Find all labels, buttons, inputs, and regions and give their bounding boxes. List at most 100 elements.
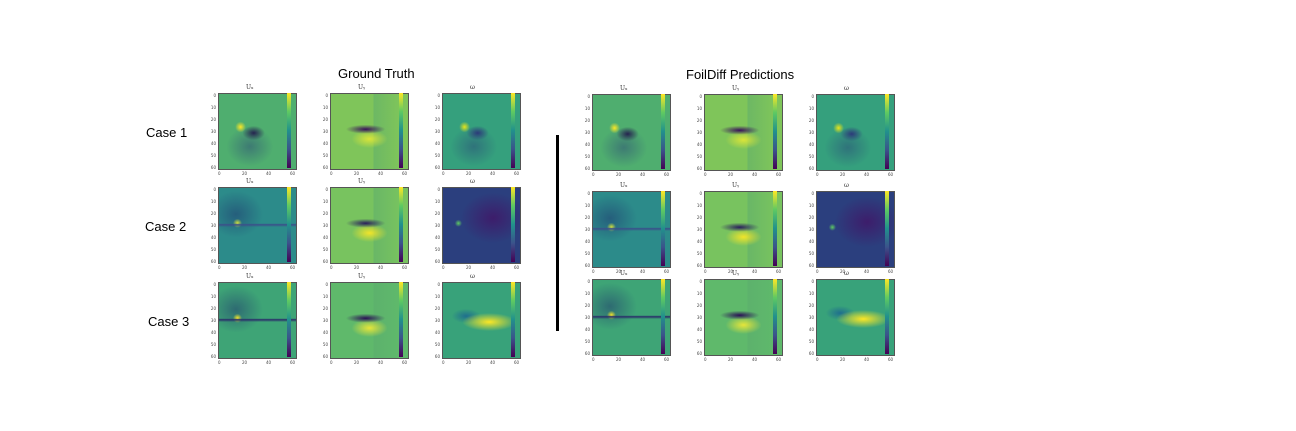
x-tick-label: 20	[354, 171, 360, 176]
y-tick-label: 40	[696, 239, 702, 244]
y-tick-label: 60	[584, 166, 590, 171]
y-tick-label: 30	[808, 315, 814, 320]
x-tick-label: 40	[864, 357, 870, 362]
x-tick-label: 20	[354, 265, 360, 270]
y-tick-label: 30	[696, 130, 702, 135]
y-tick-label: 0	[699, 279, 702, 284]
y-tick-label: 60	[322, 354, 328, 359]
y-tick-label: 20	[808, 215, 814, 220]
flow-field-image	[330, 282, 409, 359]
x-tick-label: 0	[704, 357, 707, 362]
y-tick-label: 40	[434, 141, 440, 146]
y-tick-label: 0	[437, 93, 440, 98]
x-tick-label: 20	[840, 269, 846, 274]
y-tick-label: 0	[325, 93, 328, 98]
x-tick-label: 60	[776, 357, 782, 362]
y-tick-label: 10	[584, 203, 590, 208]
field-panel: Uₓ 0 10 20 30 40 50 60 0 20 40 60	[206, 273, 316, 372]
case-1-label: Case 1	[146, 125, 188, 140]
colorbar	[399, 187, 403, 262]
y-tick-label: 10	[322, 199, 328, 204]
field-panel: Uᵧ 0 10 20 30 40 50 60 0 20 40 60	[318, 84, 428, 183]
colorbar	[661, 191, 665, 266]
flow-field-image	[592, 94, 671, 171]
y-tick-label: 60	[696, 166, 702, 171]
y-tick-label: 10	[696, 291, 702, 296]
y-tick-label: 50	[322, 153, 328, 158]
y-tick-label: 50	[808, 251, 814, 256]
y-tick-label: 30	[322, 129, 328, 134]
x-tick-label: 0	[218, 360, 221, 365]
flow-field-image	[218, 93, 297, 170]
x-tick-label: 40	[752, 269, 758, 274]
y-tick-label: 30	[434, 223, 440, 228]
y-tick-label: 40	[696, 327, 702, 332]
colorbar	[287, 93, 291, 168]
y-tick-label: 50	[696, 339, 702, 344]
panel-title: Uₓ	[246, 178, 254, 185]
x-tick-label: 60	[402, 360, 408, 365]
y-tick-label: 20	[322, 117, 328, 122]
panel-title: Uᵧ	[732, 270, 740, 277]
field-panel: ω 0 10 20 30 40 50 60 0 20 40 60	[804, 182, 914, 281]
y-tick-label: 40	[322, 141, 328, 146]
flow-field-image	[592, 279, 671, 356]
flow-field-image	[704, 191, 783, 268]
y-tick-label: 10	[808, 203, 814, 208]
y-tick-label: 10	[808, 106, 814, 111]
field-panel: Uₓ 0 10 20 30 40 50 60 0 20 40 60	[580, 270, 690, 369]
x-tick-label: 20	[728, 172, 734, 177]
panel-title: ω	[470, 178, 475, 185]
colorbar	[511, 187, 515, 262]
x-tick-label: 20	[466, 360, 472, 365]
y-tick-label: 0	[437, 187, 440, 192]
colorbar	[287, 282, 291, 357]
field-panel: ω 0 10 20 30 40 50 60 0 20 40 60	[430, 178, 540, 277]
y-tick-label: 0	[325, 282, 328, 287]
y-tick-label: 20	[584, 215, 590, 220]
y-tick-label: 60	[808, 166, 814, 171]
x-tick-label: 0	[592, 357, 595, 362]
x-tick-label: 0	[816, 357, 819, 362]
y-tick-label: 30	[696, 227, 702, 232]
y-tick-label: 40	[696, 142, 702, 147]
y-tick-label: 0	[587, 94, 590, 99]
x-tick-label: 0	[816, 269, 819, 274]
y-tick-label: 30	[584, 227, 590, 232]
y-tick-label: 30	[322, 223, 328, 228]
y-tick-label: 10	[434, 105, 440, 110]
y-tick-label: 30	[210, 129, 216, 134]
panel-title: Uᵧ	[358, 178, 366, 185]
y-tick-label: 40	[808, 142, 814, 147]
y-tick-label: 20	[584, 303, 590, 308]
y-tick-label: 60	[210, 354, 216, 359]
y-tick-label: 40	[210, 330, 216, 335]
flow-field-image	[592, 191, 671, 268]
x-tick-label: 20	[242, 171, 248, 176]
flow-field-image	[816, 279, 895, 356]
y-tick-label: 20	[696, 215, 702, 220]
y-tick-label: 20	[210, 117, 216, 122]
y-tick-label: 10	[322, 294, 328, 299]
y-tick-label: 20	[808, 118, 814, 123]
x-tick-label: 0	[592, 269, 595, 274]
x-tick-label: 60	[402, 265, 408, 270]
panel-title: Uₓ	[620, 270, 628, 277]
y-tick-label: 60	[434, 354, 440, 359]
x-tick-label: 20	[728, 357, 734, 362]
y-tick-label: 40	[584, 327, 590, 332]
y-tick-label: 20	[322, 211, 328, 216]
x-tick-label: 0	[218, 265, 221, 270]
ground-truth-title: Ground Truth	[338, 66, 415, 81]
field-panel: Uᵧ 0 10 20 30 40 50 60 0 20 40 60	[692, 85, 802, 184]
flow-field-image	[704, 279, 783, 356]
y-tick-label: 60	[584, 263, 590, 268]
x-tick-label: 40	[378, 265, 384, 270]
y-tick-label: 20	[808, 303, 814, 308]
y-tick-label: 50	[434, 153, 440, 158]
y-tick-label: 10	[584, 106, 590, 111]
colorbar	[661, 94, 665, 169]
x-tick-label: 40	[490, 171, 496, 176]
panel-title: Uᵧ	[732, 85, 740, 92]
y-tick-label: 0	[325, 187, 328, 192]
